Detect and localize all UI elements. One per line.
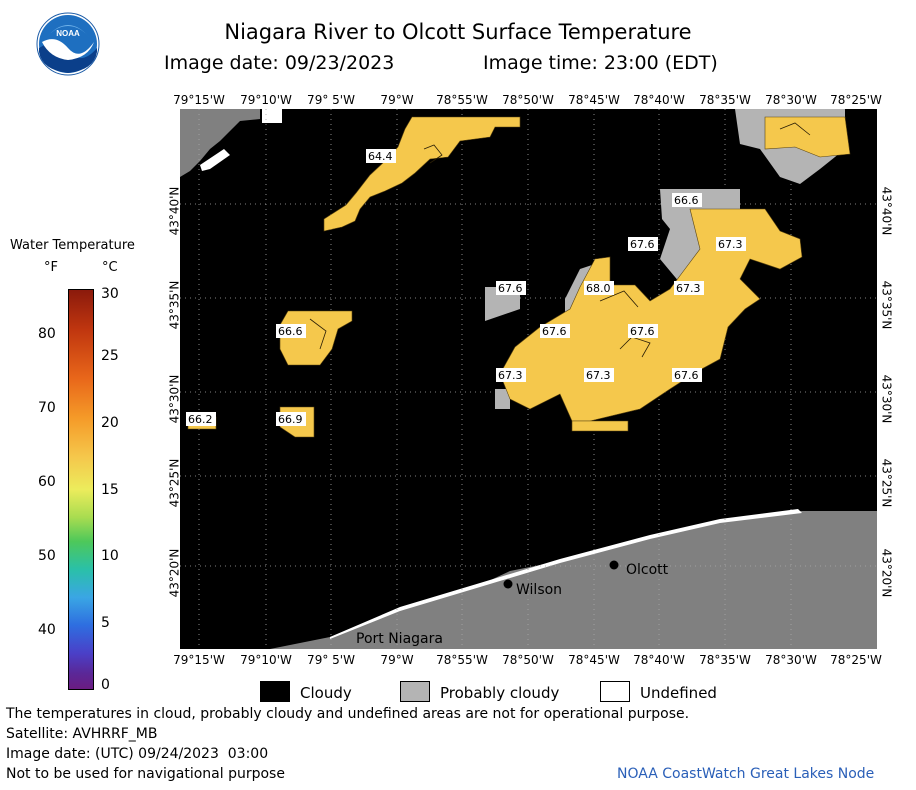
colorbar-c-tick: 0: [101, 677, 110, 693]
lon-tick-bottom: 78°45'W: [568, 653, 620, 667]
lat-tick-right: 43°25'N: [879, 458, 894, 508]
lon-tick-bottom: 78°50'W: [502, 653, 554, 667]
lon-tick-top: 78°35'W: [699, 93, 751, 107]
lon-tick-bottom: 78°40'W: [633, 653, 685, 667]
temp-label: 67.3: [498, 369, 523, 382]
place-label-port-niagara: Port Niagara: [356, 631, 443, 647]
temp-label: 66.6: [674, 194, 699, 207]
temp-label: 66.9: [278, 413, 303, 426]
lon-tick-bottom: 78°25'W: [830, 653, 882, 667]
lon-tick-top: 78°50'W: [502, 93, 554, 107]
lon-tick-top: 78°40'W: [633, 93, 685, 107]
temp-label: 67.3: [676, 282, 701, 295]
colorbar-f-tick: 70: [38, 400, 56, 416]
temp-label: 67.3: [718, 238, 743, 251]
colorbar-c-tick: 15: [101, 482, 119, 498]
undefined-area: [200, 149, 230, 171]
lon-tick-bottom: 79°10'W: [240, 653, 292, 667]
lon-tick-bottom: 78°30'W: [765, 653, 817, 667]
colorbar-f-tick: 60: [38, 474, 56, 490]
lon-tick-bottom: 79°W: [380, 653, 414, 667]
colorbar-f-tick: 40: [38, 622, 56, 638]
place-label-wilson: Wilson: [516, 582, 562, 598]
colorbar-c-tick: 25: [101, 348, 119, 364]
image-date-label: Image date: 09/23/2023: [164, 52, 395, 74]
lon-tick-top: 79°10'W: [240, 93, 292, 107]
footer-note: The temperatures in cloud, probably clou…: [6, 706, 690, 722]
footer-utc-date: Image date: (UTC) 09/24/2023 03:00: [6, 746, 269, 762]
temp-label: 68.0: [586, 282, 611, 295]
lon-tick-top: 79° 5'W: [307, 93, 355, 107]
lat-tick-right: 43°30'N: [879, 374, 894, 424]
lon-tick-bottom: 78°35'W: [699, 653, 751, 667]
temp-label: 64.4: [368, 150, 393, 163]
lon-tick-top: 78°25'W: [830, 93, 882, 107]
temp-label: 67.6: [630, 325, 655, 338]
colorbar-c-tick: 5: [101, 615, 110, 631]
temp-label: 67.6: [498, 282, 523, 295]
legend-probably-cloudy-swatch: [400, 681, 430, 702]
warm-water-areas: [187, 116, 851, 438]
lat-tick-right: 43°20'N: [879, 548, 894, 598]
legend-cloudy-swatch: [260, 681, 290, 702]
noaa-logo-text: NOAA: [56, 29, 80, 38]
lon-tick-bottom: 79°15'W: [173, 653, 225, 667]
temp-label: 67.3: [586, 369, 611, 382]
lat-tick-right: 43°35'N: [879, 280, 894, 330]
noaa-logo: NOAA: [36, 12, 100, 76]
colorbar-c-tick: 30: [101, 286, 119, 302]
legend-undefined-label: Undefined: [640, 684, 717, 702]
legend-cloudy-label: Cloudy: [300, 684, 352, 702]
lat-tick-right: 43°40'N: [879, 186, 894, 236]
colorbar-unit-f: °F: [44, 260, 58, 275]
lon-tick-top: 79°W: [380, 93, 414, 107]
lon-tick-top: 78°30'W: [765, 93, 817, 107]
footer-nav-note: Not to be used for navigational purpose: [6, 766, 285, 782]
land-north-shore: [180, 109, 260, 177]
colorbar-c-tick: 10: [101, 548, 119, 564]
undefined-area: [262, 109, 282, 123]
lon-tick-top: 78°45'W: [568, 93, 620, 107]
lon-tick-bottom: 78°55'W: [436, 653, 488, 667]
temp-label: 66.6: [278, 325, 303, 338]
colorbar: [68, 289, 94, 690]
temp-label: 67.6: [674, 369, 699, 382]
temp-label: 67.6: [630, 238, 655, 251]
wilson-marker: [503, 579, 513, 589]
colorbar-title: Water Temperature: [10, 238, 135, 253]
page-title: Niagara River to Olcott Surface Temperat…: [224, 20, 692, 44]
footer-credit: NOAA CoastWatch Great Lakes Node: [617, 766, 875, 782]
lon-tick-bottom: 79° 5'W: [307, 653, 355, 667]
olcott-marker: [609, 560, 619, 570]
colorbar-unit-c: °C: [102, 260, 118, 275]
image-time-label: Image time: 23:00 (EDT): [483, 52, 718, 74]
legend-probably-cloudy-label: Probably cloudy: [440, 684, 560, 702]
lon-tick-top: 78°55'W: [436, 93, 488, 107]
temp-label: 66.2: [188, 413, 213, 426]
colorbar-f-tick: 50: [38, 548, 56, 564]
colorbar-f-tick: 80: [38, 326, 56, 342]
footer-satellite: Satellite: AVHRRF_MB: [6, 726, 158, 742]
isotherms: [309, 122, 811, 358]
temperature-map: 64.4 66.6 67.6 67.3 67.6 68.0 67.3 66.6 …: [180, 109, 877, 649]
place-label-olcott: Olcott: [626, 562, 669, 578]
lon-tick-top: 79°15'W: [173, 93, 225, 107]
temperature-labels: 64.4 66.6 67.6 67.3 67.6 68.0 67.3 66.6 …: [186, 149, 746, 426]
colorbar-c-tick: 20: [101, 415, 119, 431]
temp-label: 67.6: [542, 325, 567, 338]
legend-undefined-swatch: [600, 681, 630, 702]
